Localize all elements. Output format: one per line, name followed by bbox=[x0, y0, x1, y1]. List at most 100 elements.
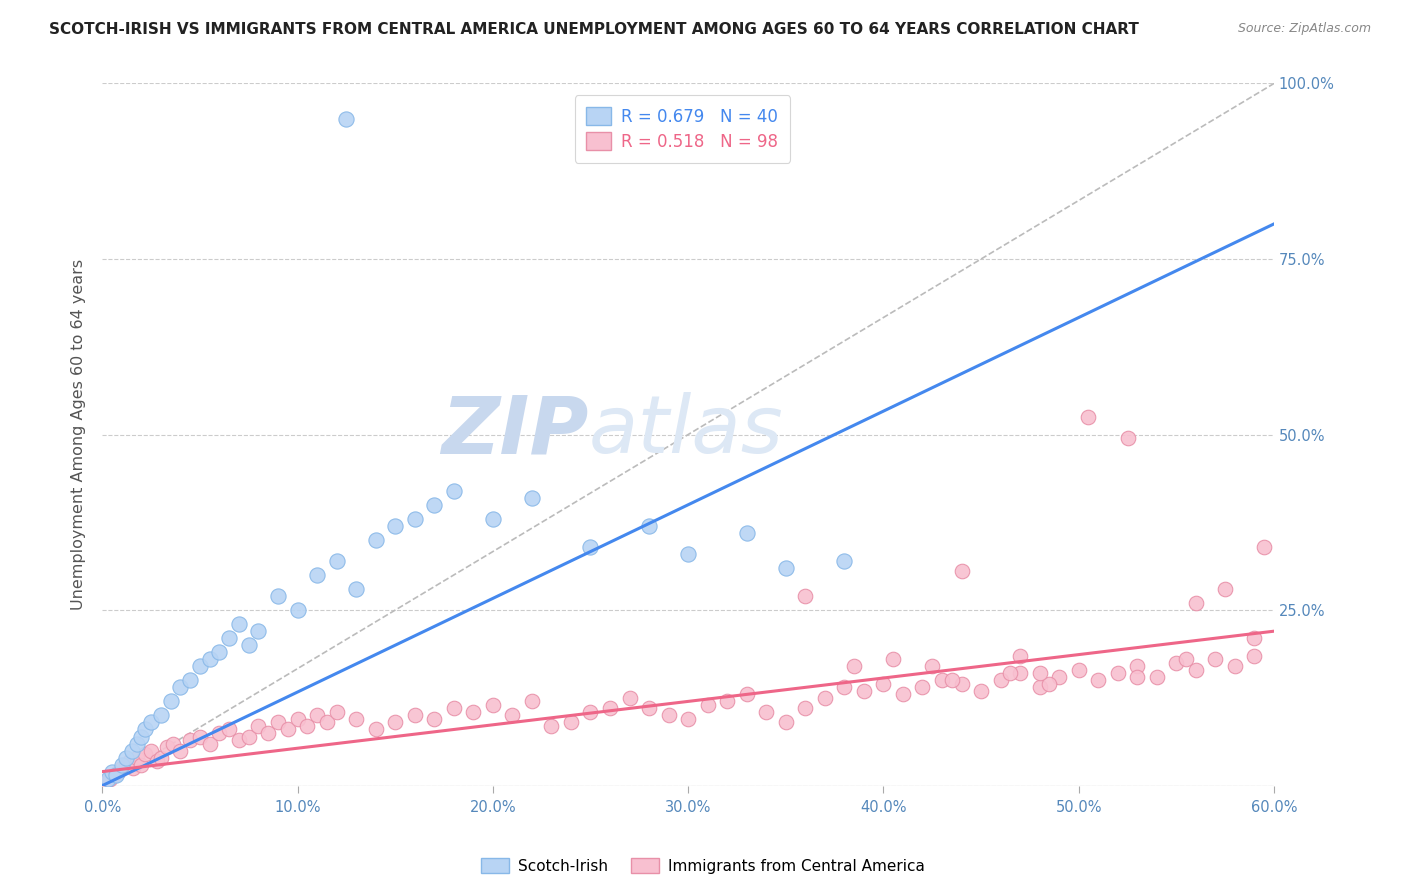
Point bbox=[921, 659, 943, 673]
Point bbox=[482, 698, 505, 712]
Point bbox=[794, 701, 817, 715]
Point bbox=[755, 705, 778, 719]
Point bbox=[169, 681, 191, 695]
Point bbox=[638, 701, 661, 715]
Point bbox=[1166, 656, 1188, 670]
Point bbox=[1000, 666, 1022, 681]
Point bbox=[579, 540, 602, 554]
Point bbox=[842, 659, 865, 673]
Point bbox=[267, 715, 290, 730]
Point bbox=[364, 723, 387, 737]
Point bbox=[127, 750, 149, 764]
Point bbox=[1213, 582, 1236, 596]
Point bbox=[950, 677, 973, 691]
Point bbox=[735, 687, 758, 701]
Point bbox=[107, 764, 129, 779]
Point bbox=[852, 684, 875, 698]
Legend: Scotch-Irish, Immigrants from Central America: Scotch-Irish, Immigrants from Central Am… bbox=[475, 852, 931, 880]
Text: Source: ZipAtlas.com: Source: ZipAtlas.com bbox=[1237, 22, 1371, 36]
Point bbox=[950, 565, 973, 579]
Point bbox=[520, 491, 543, 505]
Point bbox=[277, 723, 299, 737]
Point bbox=[1126, 659, 1149, 673]
Point bbox=[228, 617, 250, 632]
Point bbox=[1010, 666, 1032, 681]
Point bbox=[94, 775, 117, 789]
Point bbox=[911, 681, 934, 695]
Point bbox=[325, 705, 347, 719]
Point bbox=[149, 708, 172, 723]
Point bbox=[149, 750, 172, 764]
Point bbox=[1087, 673, 1109, 688]
Point bbox=[101, 764, 124, 779]
Point bbox=[404, 512, 426, 526]
Point bbox=[238, 638, 260, 652]
Point bbox=[121, 743, 143, 757]
Point bbox=[134, 747, 156, 761]
Point bbox=[560, 715, 582, 730]
Point bbox=[941, 673, 963, 688]
Point bbox=[1116, 431, 1139, 445]
Point bbox=[775, 561, 797, 575]
Point bbox=[114, 750, 136, 764]
Point bbox=[305, 708, 328, 723]
Point bbox=[188, 730, 211, 744]
Point bbox=[1010, 648, 1032, 663]
Point bbox=[139, 715, 162, 730]
Point bbox=[423, 498, 446, 512]
Point bbox=[404, 708, 426, 723]
Point bbox=[384, 715, 406, 730]
Point bbox=[315, 715, 337, 730]
Text: SCOTCH-IRISH VS IMMIGRANTS FROM CENTRAL AMERICA UNEMPLOYMENT AMONG AGES 60 TO 64: SCOTCH-IRISH VS IMMIGRANTS FROM CENTRAL … bbox=[49, 22, 1139, 37]
Point bbox=[814, 690, 837, 705]
Point bbox=[364, 533, 387, 547]
Point bbox=[122, 761, 145, 775]
Point bbox=[305, 568, 328, 582]
Point bbox=[344, 582, 367, 596]
Point bbox=[208, 645, 231, 659]
Point bbox=[540, 719, 562, 733]
Text: ZIP: ZIP bbox=[441, 392, 589, 470]
Point bbox=[872, 677, 894, 691]
Point bbox=[443, 701, 465, 715]
Point bbox=[1047, 670, 1070, 684]
Point bbox=[104, 768, 127, 782]
Point bbox=[344, 712, 367, 726]
Point bbox=[129, 730, 152, 744]
Point bbox=[1223, 659, 1246, 673]
Point bbox=[162, 737, 184, 751]
Point bbox=[1204, 652, 1226, 666]
Point bbox=[97, 772, 120, 786]
Y-axis label: Unemployment Among Ages 60 to 64 years: Unemployment Among Ages 60 to 64 years bbox=[72, 259, 86, 610]
Point bbox=[482, 512, 505, 526]
Point bbox=[257, 726, 280, 740]
Point bbox=[834, 681, 856, 695]
Point bbox=[103, 768, 125, 782]
Point bbox=[990, 673, 1012, 688]
Point bbox=[238, 730, 260, 744]
Point bbox=[638, 519, 661, 533]
Point bbox=[882, 652, 904, 666]
Point bbox=[1146, 670, 1168, 684]
Point bbox=[384, 519, 406, 533]
Point bbox=[1107, 666, 1129, 681]
Point bbox=[423, 712, 446, 726]
Point bbox=[658, 708, 681, 723]
Point bbox=[179, 733, 201, 747]
Point bbox=[127, 737, 149, 751]
Point bbox=[463, 705, 485, 719]
Point bbox=[1067, 663, 1090, 677]
Point bbox=[134, 723, 156, 737]
Point bbox=[931, 673, 953, 688]
Point bbox=[198, 652, 221, 666]
Point bbox=[114, 757, 136, 772]
Point bbox=[287, 603, 309, 617]
Point bbox=[198, 737, 221, 751]
Point bbox=[208, 726, 231, 740]
Point bbox=[716, 694, 738, 708]
Point bbox=[676, 547, 699, 561]
Legend: R = 0.679   N = 40, R = 0.518   N = 98: R = 0.679 N = 40, R = 0.518 N = 98 bbox=[575, 95, 790, 162]
Point bbox=[111, 757, 134, 772]
Point bbox=[891, 687, 914, 701]
Point bbox=[619, 690, 641, 705]
